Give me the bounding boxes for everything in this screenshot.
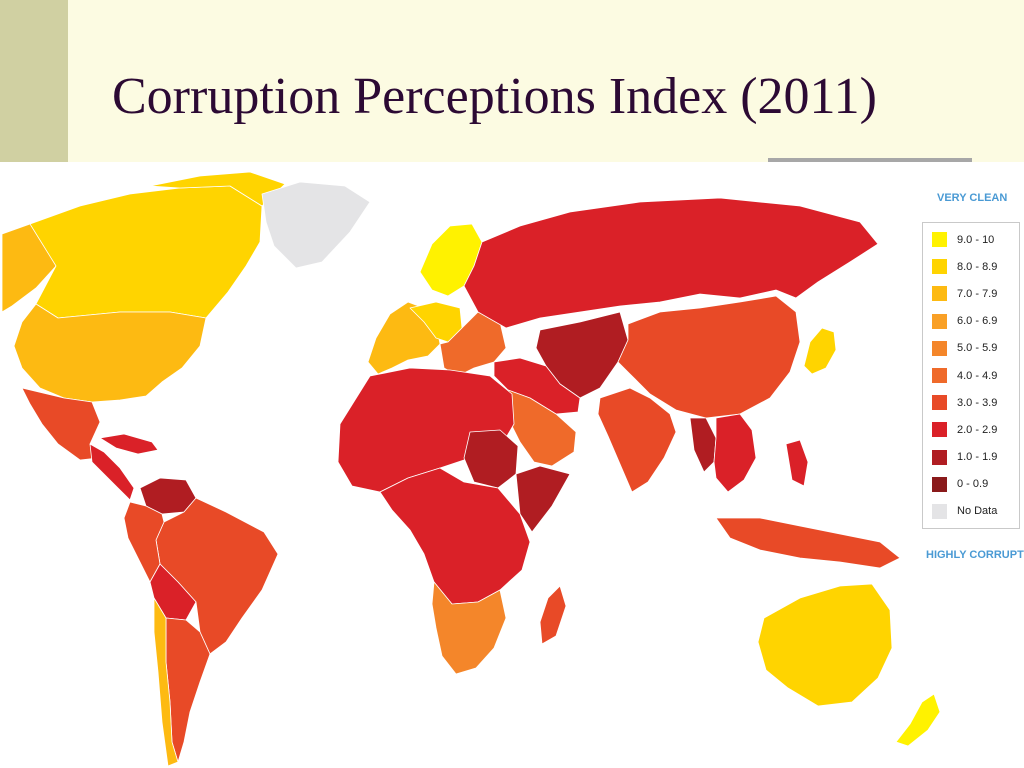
legend-bottom-label: HIGHLY CORRUPT [926, 549, 1024, 562]
legend-swatch [932, 313, 947, 329]
legend-swatch [932, 286, 947, 302]
world-map [1, 171, 941, 767]
region-central-america [89, 443, 135, 501]
region-sudan [463, 429, 519, 489]
region-russia [463, 197, 879, 329]
region-philippines [785, 439, 809, 487]
legend-item-label: 9.0 - 10 [957, 233, 995, 246]
region-japan [803, 327, 837, 375]
legend-box: 9.0 - 10 8.0 - 8.9 7.0 - 7.9 6.0 - 6.9 5.0 -… [922, 222, 1020, 530]
legend-item: 9.0 - 10 [923, 226, 1019, 253]
region-china [617, 295, 801, 419]
legend-swatch [932, 395, 947, 411]
region-india [597, 387, 677, 493]
legend-swatch [932, 422, 947, 438]
region-canada [29, 185, 263, 319]
legend-item-label: 7.0 - 7.9 [957, 287, 998, 300]
legend-swatch [932, 232, 947, 248]
region-southern-africa [431, 581, 507, 675]
region-arabian-peninsula [507, 389, 577, 467]
legend-item: 7.0 - 7.9 [923, 280, 1019, 307]
legend-item: 2.0 - 2.9 [923, 416, 1019, 443]
region-chile [153, 597, 179, 767]
legend-item: 0 - 0.9 [923, 471, 1019, 498]
region-greenland [261, 181, 371, 269]
legend-item: 3.0 - 3.9 [923, 389, 1019, 416]
region-australia [757, 583, 893, 707]
legend-swatch [932, 503, 947, 519]
legend-item-label: 2.0 - 2.9 [957, 423, 998, 436]
legend-item: No Data [923, 498, 1019, 525]
legend-swatch [932, 259, 947, 275]
region-middle-east [493, 357, 581, 415]
legend-item-label: 8.0 - 8.9 [957, 260, 998, 273]
title-underline-accent [768, 158, 972, 162]
world-map-panel: VERY CLEAN 9.0 - 10 8.0 - 8.9 7.0 - 7.9 6.0… [0, 162, 1024, 768]
slide-left-accent-band [0, 0, 68, 162]
region-indonesia [715, 517, 901, 569]
legend-swatch [932, 476, 947, 492]
region-central-asia [535, 311, 629, 399]
legend-swatch [932, 368, 947, 384]
legend-swatch [932, 449, 947, 465]
legend-item: 4.0 - 4.9 [923, 362, 1019, 389]
region-madagascar [539, 585, 567, 645]
region-argentina [165, 617, 211, 763]
region-southeast-asia [713, 413, 757, 493]
region-new-zealand [895, 693, 941, 747]
legend-top-label: VERY CLEAN [937, 192, 1008, 204]
region-usa [13, 303, 207, 403]
legend-item-label: 6.0 - 6.9 [957, 315, 998, 328]
legend-item: 5.0 - 5.9 [923, 335, 1019, 362]
region-myanmar [689, 417, 717, 473]
region-central-africa [379, 467, 531, 605]
legend-item-label: 4.0 - 4.9 [957, 369, 998, 382]
slide-title: Corruption Perceptions Index (2011) [112, 68, 877, 125]
legend-item-label: 5.0 - 5.9 [957, 342, 998, 355]
legend-item-label: 3.0 - 3.9 [957, 396, 998, 409]
legend-item: 8.0 - 8.9 [923, 253, 1019, 280]
map-legend: VERY CLEAN 9.0 - 10 8.0 - 8.9 7.0 - 7.9 6.0… [922, 190, 1024, 563]
legend-item-label: 1.0 - 1.9 [957, 451, 998, 464]
legend-item-label: 0 - 0.9 [957, 478, 989, 491]
legend-item: 1.0 - 1.9 [923, 444, 1019, 471]
legend-item: 6.0 - 6.9 [923, 308, 1019, 335]
region-caribbean [99, 433, 159, 455]
legend-item-label: No Data [957, 505, 998, 518]
legend-swatch [932, 340, 947, 356]
region-horn-of-africa [515, 465, 571, 533]
